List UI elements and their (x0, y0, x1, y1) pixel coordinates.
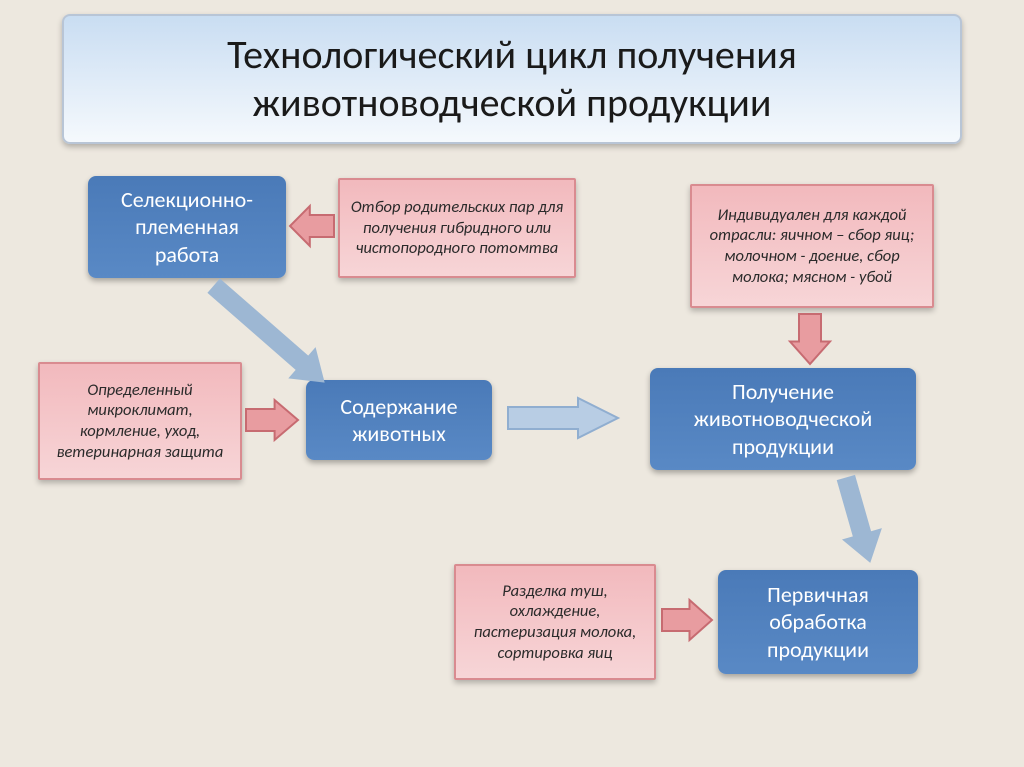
node-selection: Селекционно-племенная работа (88, 176, 286, 278)
note-breeding: Отбор родительских пар для получения гиб… (338, 178, 576, 278)
node-production-label: Получение животноводческой продукции (664, 378, 902, 461)
node-primary-label: Первичная обработка продукции (732, 581, 904, 664)
node-production: Получение животноводческой продукции (650, 368, 916, 470)
node-selection-label: Селекционно-племенная работа (102, 186, 272, 269)
note-industry-text: Индивидуален для каждой отрасли: яичном … (702, 205, 922, 288)
note-processing-text: Разделка туш, охлаждение, пастеризация м… (466, 581, 644, 664)
note-microclimate-text: Определенный микроклимат, кормление, ухо… (50, 380, 230, 463)
note-microclimate: Определенный микроклимат, кормление, ухо… (38, 362, 242, 480)
node-primary-processing: Первичная обработка продукции (718, 570, 918, 674)
note-breeding-text: Отбор родительских пар для получения гиб… (350, 197, 564, 259)
node-keeping-label: Содержание животных (320, 393, 478, 448)
page-title: Технологический цикл получения животново… (84, 31, 940, 127)
note-processing: Разделка туш, охлаждение, пастеризация м… (454, 564, 656, 680)
title-box: Технологический цикл получения животново… (62, 14, 962, 144)
note-industry: Индивидуален для каждой отрасли: яичном … (690, 184, 934, 308)
node-keeping: Содержание животных (306, 380, 492, 460)
